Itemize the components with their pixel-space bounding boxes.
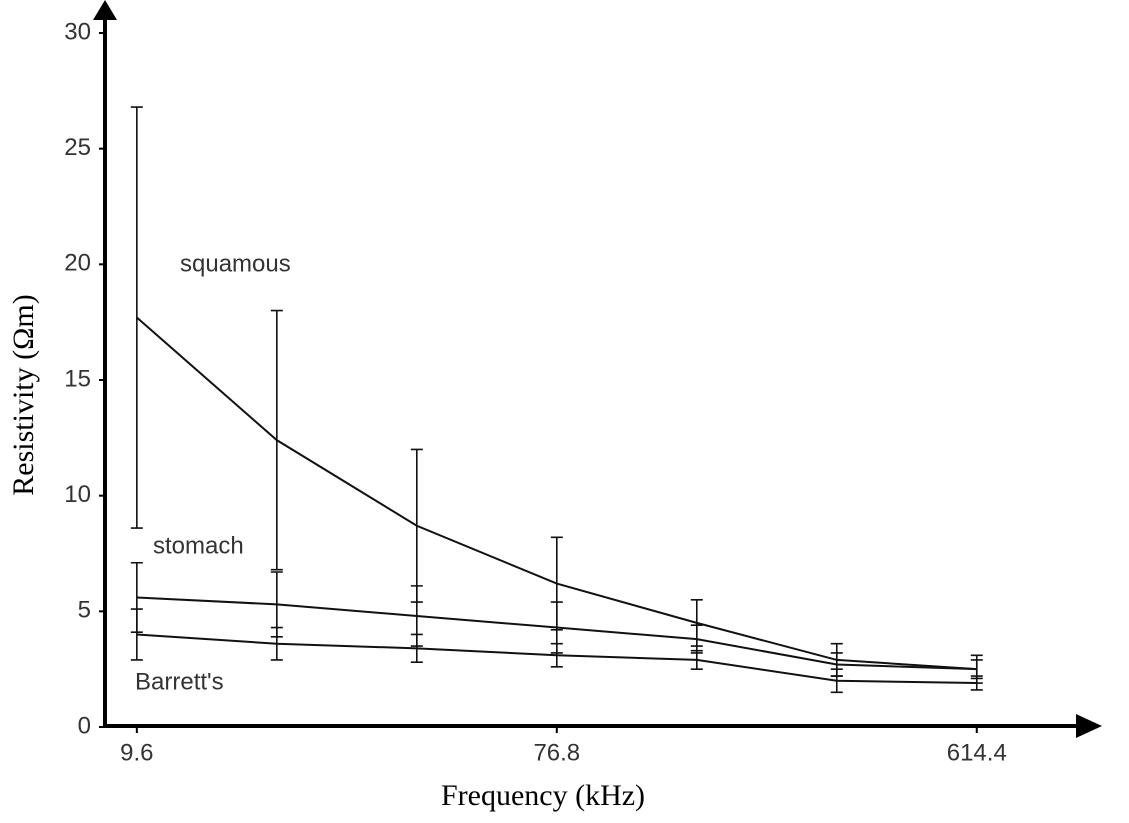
series-label: squamous — [180, 250, 291, 277]
series-label: Barrett's — [135, 668, 224, 695]
x-axis-arrow — [1076, 714, 1102, 738]
x-tick-label: 614.4 — [947, 739, 1007, 766]
error-bar — [970, 675, 983, 691]
series-label: stomach — [153, 532, 244, 559]
x-axis-label: Frequency (kHz) — [441, 779, 645, 812]
error-bar — [130, 608, 143, 661]
error-bar — [130, 106, 143, 529]
y-tick-label: 30 — [64, 18, 91, 45]
y-tick-label: 10 — [64, 481, 91, 508]
error-bar — [550, 642, 563, 668]
y-tick-label: 5 — [78, 597, 91, 624]
y-axis-label: Resistivity (Ωm) — [7, 294, 40, 495]
error-bar — [270, 626, 283, 661]
y-axis-arrow — [93, 0, 117, 20]
y-tick-label: 20 — [64, 250, 91, 277]
x-tick-label: 9.6 — [120, 739, 153, 766]
error-bar — [410, 448, 423, 603]
y-tick-label: 25 — [64, 134, 91, 161]
y-tick-label: 0 — [78, 712, 91, 739]
error-bar — [690, 649, 703, 670]
error-bar — [410, 633, 423, 664]
y-tick-label: 15 — [64, 365, 91, 392]
error-bar — [830, 668, 843, 694]
x-tick-label: 76.8 — [533, 739, 580, 766]
error-bar — [270, 309, 283, 571]
